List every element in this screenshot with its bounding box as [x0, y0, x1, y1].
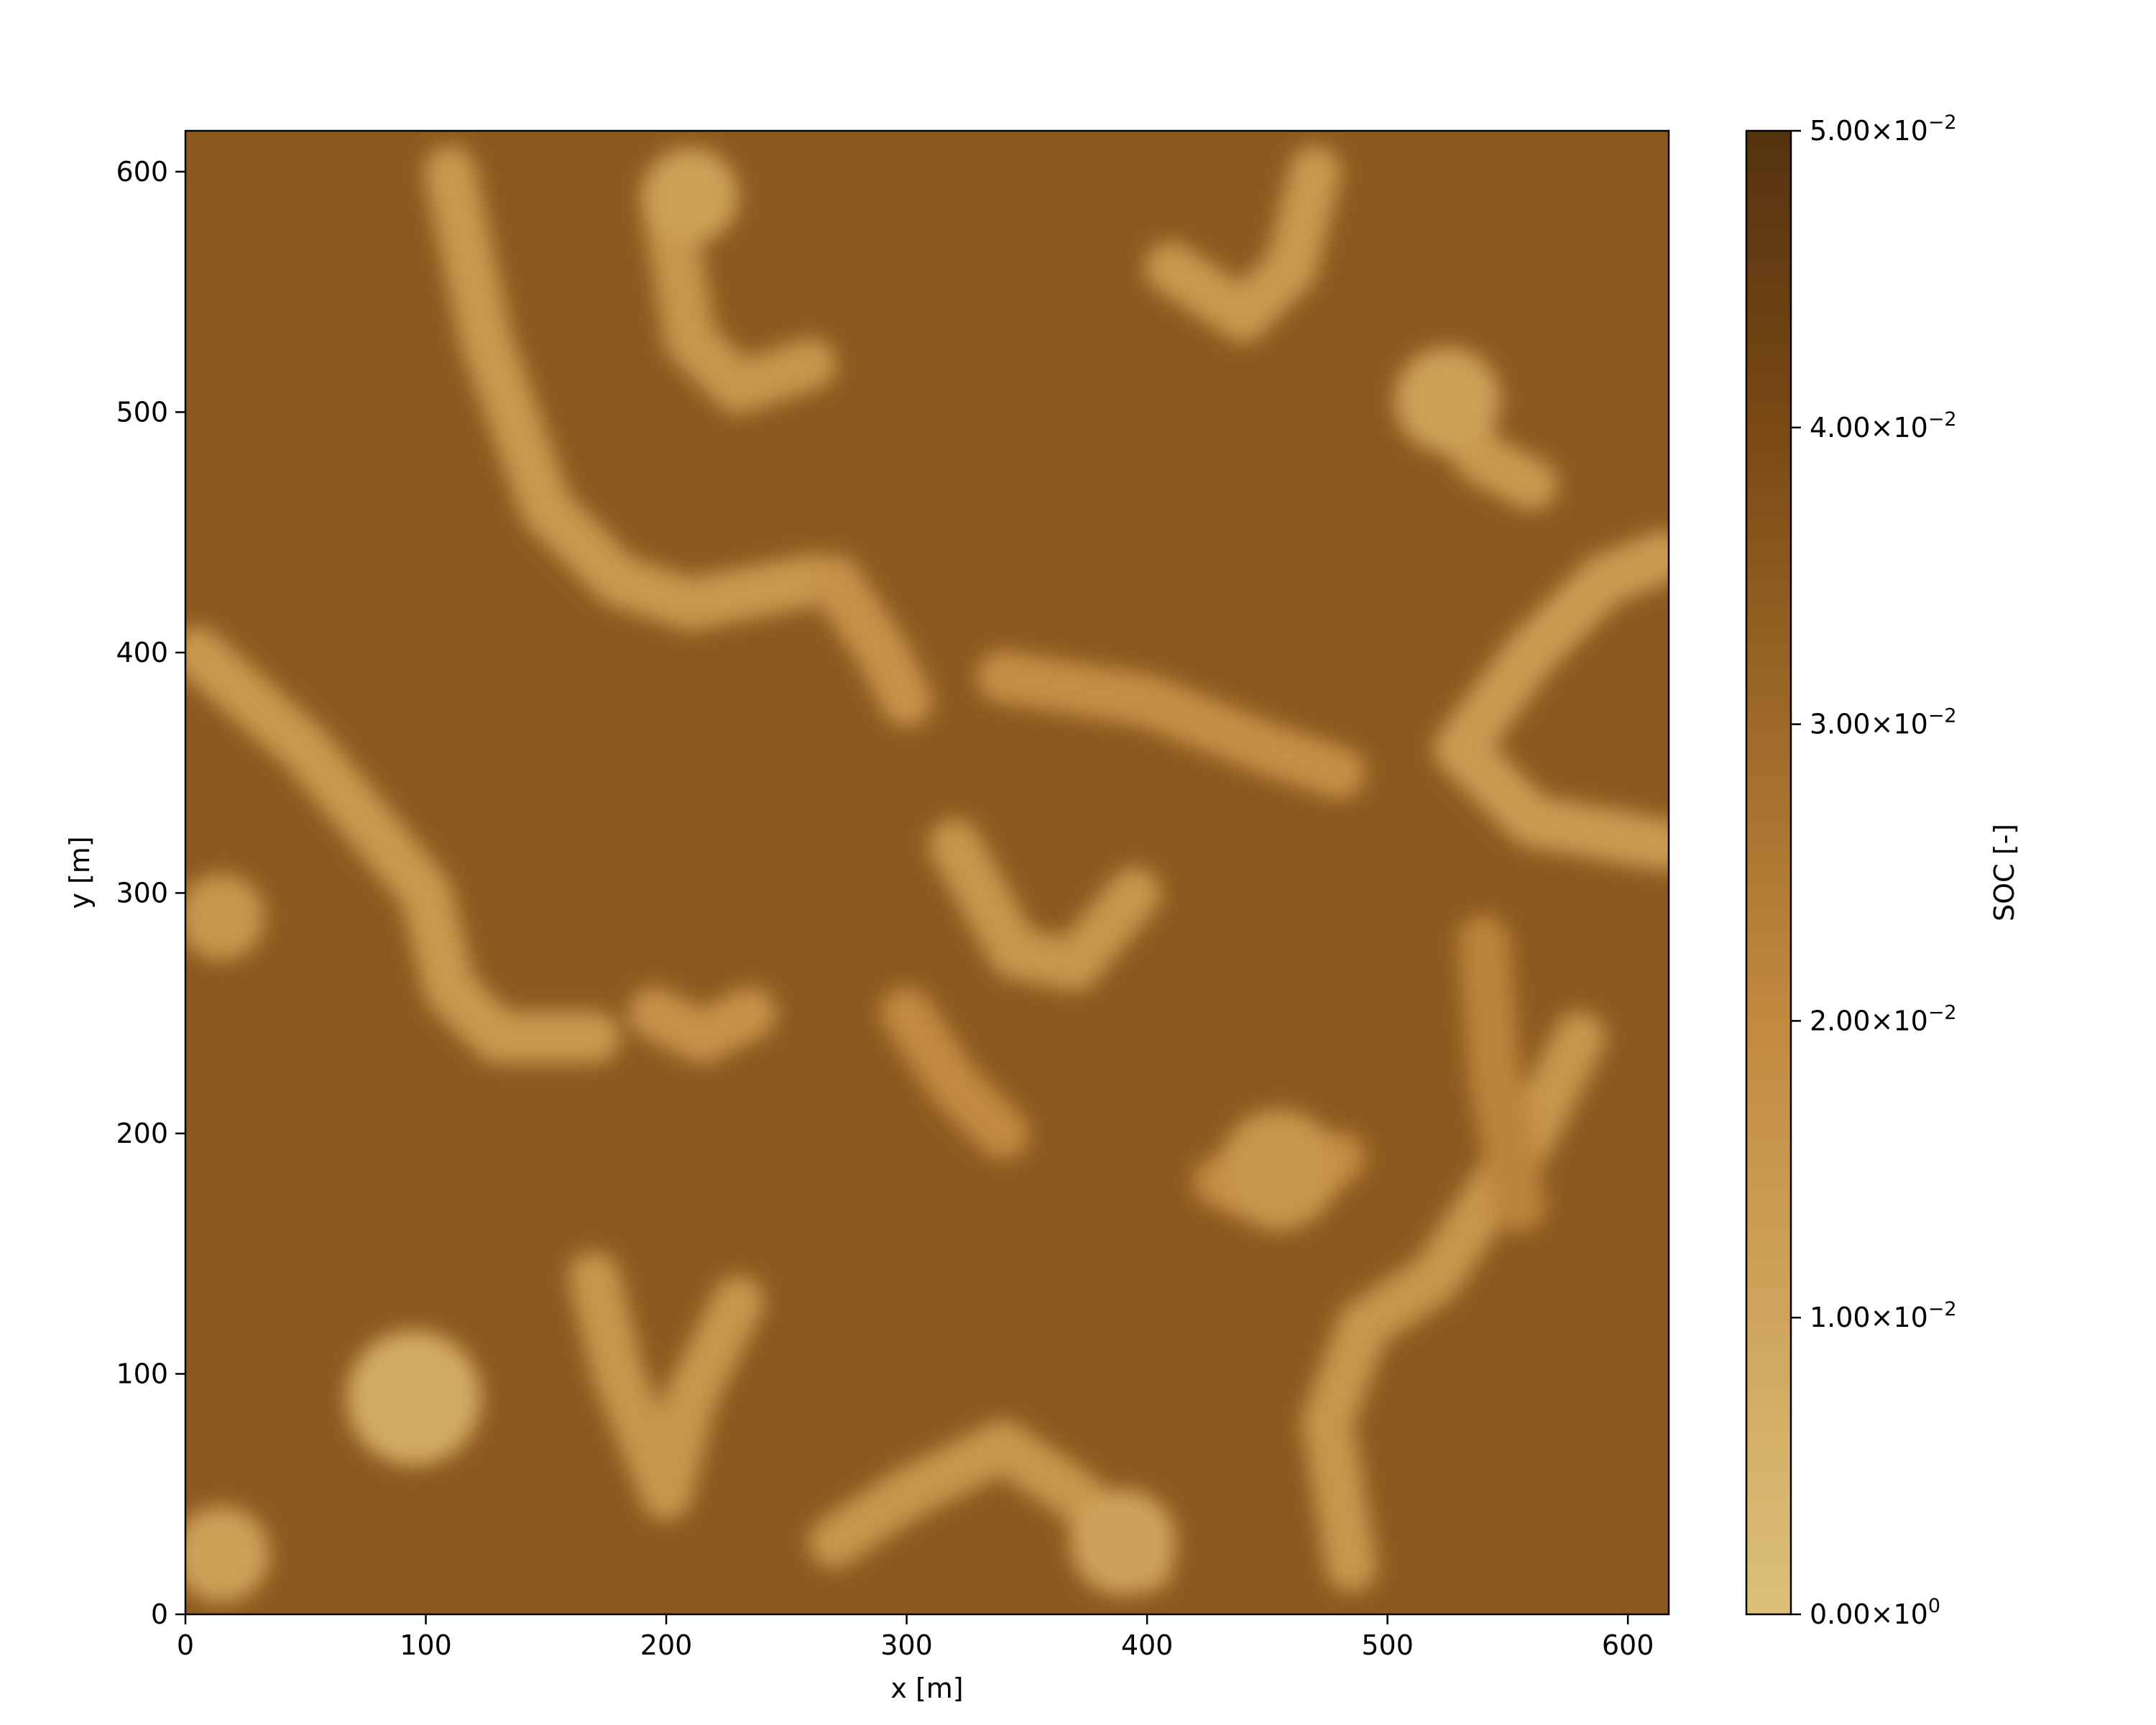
soc-blob-4	[1394, 347, 1501, 454]
soc-blob-2	[185, 873, 265, 961]
soc-band-14	[880, 987, 1029, 1159]
soc-band-5	[977, 650, 1365, 799]
colorbar-label: SOC [-]	[1989, 824, 2020, 921]
y-tick-label: 600	[116, 156, 168, 188]
colorbar-ticks: 0.00×100 1.00×10−2 2.00×10−2 3.00×10−2 4.00×…	[1791, 111, 1957, 1630]
y-tick-label: 0	[151, 1598, 168, 1630]
soc-band-0	[185, 626, 620, 1064]
x-axis: 0 100 200 300 400 500 600	[177, 1614, 1654, 1661]
x-tick-label: 0	[177, 1629, 194, 1661]
colorbar-tick-label: 1.00×10−2	[1810, 1298, 1957, 1333]
colorbar-tick-label: 0.00×100	[1810, 1595, 1940, 1630]
x-tick-label: 400	[1121, 1629, 1174, 1661]
soc-band-11	[568, 1251, 765, 1520]
high-low-soc-features	[185, 145, 1669, 1603]
y-tick-label: 200	[116, 1118, 168, 1149]
soc-blob-3	[642, 147, 739, 244]
soc-band-6	[1145, 145, 1342, 342]
plot-frame	[184, 129, 1670, 1616]
x-tick-label: 500	[1361, 1629, 1414, 1661]
soc-blob-6	[1219, 1109, 1340, 1230]
y-tick-label: 500	[116, 396, 168, 428]
colorbar-tick-label: 4.00×10−2	[1810, 408, 1957, 443]
y-tick-label: 400	[116, 637, 168, 668]
soc-band-15	[1457, 915, 1546, 1232]
y-axis-label: y [m]	[64, 836, 96, 908]
soc-band-3	[808, 554, 933, 727]
heatmap-area	[185, 131, 1669, 1614]
colorbar-tick-label: 2.00×10−2	[1810, 1001, 1957, 1036]
soc-band-4	[929, 819, 1161, 991]
y-tick-label: 100	[116, 1358, 168, 1389]
x-axis-label: x [m]	[890, 1673, 963, 1704]
soc-blob-1	[185, 1506, 270, 1603]
colorbar	[1745, 129, 1792, 1616]
soc-blob-5	[1070, 1489, 1176, 1596]
x-tick-label: 200	[640, 1629, 693, 1661]
x-tick-label: 600	[1602, 1629, 1654, 1661]
colorbar-tick-label: 5.00×10−2	[1810, 111, 1957, 147]
colorbar-tick-label: 3.00×10−2	[1810, 705, 1957, 740]
soc-band-8	[1433, 530, 1669, 871]
soc-band-2	[640, 170, 837, 414]
x-tick-label: 300	[880, 1629, 933, 1661]
soc-band-9	[1301, 1011, 1606, 1593]
soc-band-1	[423, 145, 837, 631]
y-tick-label: 300	[116, 877, 168, 908]
soc-band-12	[628, 987, 777, 1064]
x-tick-label: 100	[400, 1629, 452, 1661]
soc-blob-0	[346, 1330, 482, 1466]
y-axis: 0 100 200 300 400 500 600	[116, 156, 185, 1630]
